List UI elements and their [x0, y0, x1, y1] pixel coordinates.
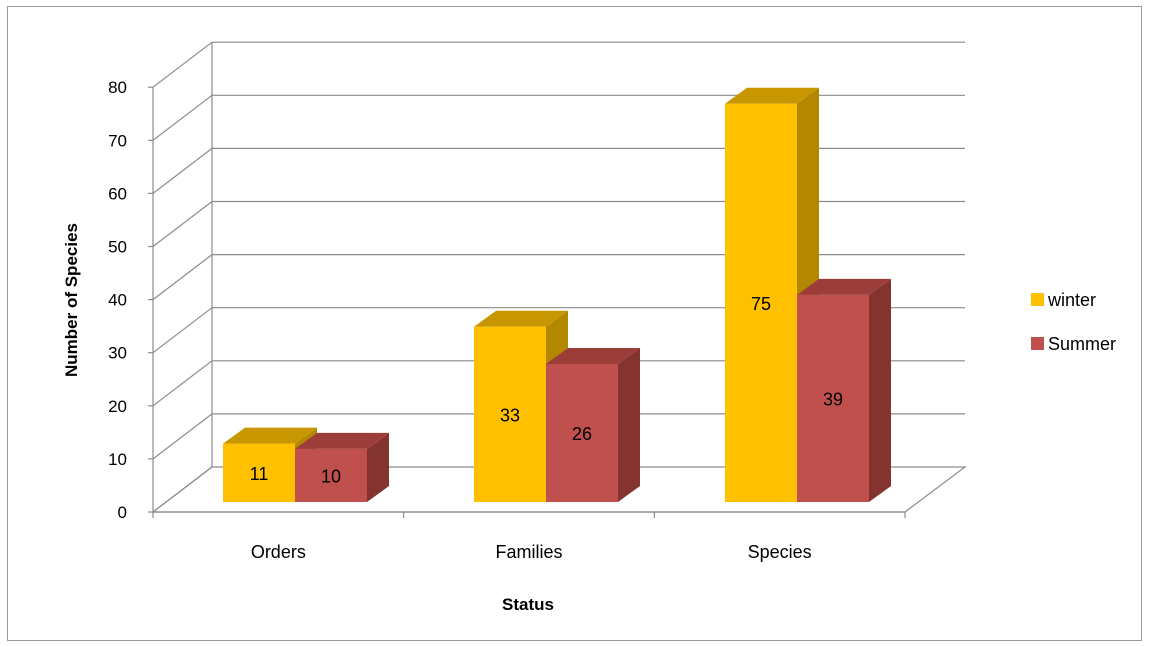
y-tick-label: 0 — [118, 503, 127, 522]
y-tick-label: 80 — [108, 78, 127, 97]
data-label: 10 — [321, 466, 341, 486]
y-tick-label: 10 — [108, 450, 127, 469]
x-axis-title: Status — [502, 595, 554, 614]
bar-summer-families — [546, 347, 640, 502]
data-label: 39 — [823, 389, 843, 409]
x-tick-label: Orders — [251, 542, 306, 562]
legend-label: Summer — [1048, 334, 1116, 354]
x-tick-label: Species — [748, 542, 812, 562]
labels: 0 10 20 30 40 50 60 70 80 Orders Families Species 11… — [108, 78, 843, 562]
y-tick-label: 30 — [108, 344, 127, 363]
chart-frame — [7, 6, 1142, 641]
x-tick-label: Families — [495, 542, 562, 562]
legend-label: winter — [1047, 290, 1096, 310]
gridline — [152, 41, 965, 88]
y-tick-label: 50 — [108, 238, 127, 257]
axes — [148, 86, 906, 518]
data-label: 26 — [572, 424, 592, 444]
legend-swatch — [1031, 293, 1044, 306]
bar-summer-species — [797, 278, 891, 502]
gridline — [152, 200, 965, 247]
gridline — [152, 466, 213, 513]
data-label: 11 — [250, 464, 269, 484]
y-tick-label: 60 — [108, 184, 127, 203]
data-label: 75 — [751, 294, 771, 314]
gridline — [152, 94, 965, 141]
bars — [223, 87, 891, 502]
y-tick-label: 20 — [108, 397, 127, 416]
y-tick-label: 70 — [108, 131, 127, 150]
legend: winter Summer — [1031, 290, 1116, 354]
legend-swatch — [1031, 337, 1044, 350]
y-axis-title: Number of Species — [62, 223, 81, 377]
y-tick-label: 40 — [108, 291, 127, 310]
gridline — [152, 254, 965, 301]
legend-item-winter: winter — [1031, 290, 1096, 310]
gridline — [152, 147, 965, 194]
data-label: 33 — [500, 405, 520, 425]
bar-summer-orders — [295, 432, 389, 502]
legend-item-summer: Summer — [1031, 334, 1116, 354]
